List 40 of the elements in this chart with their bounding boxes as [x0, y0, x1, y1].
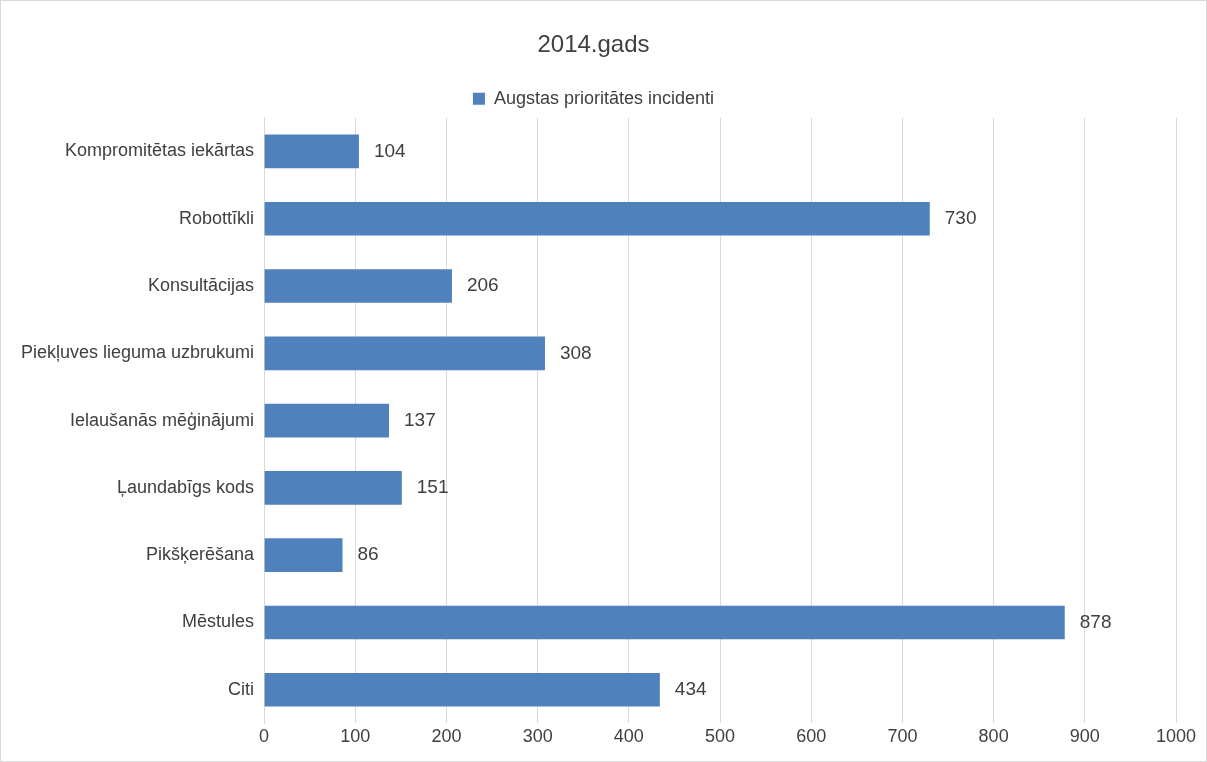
x-tick-label: 1000 [1155, 726, 1197, 747]
x-tick-label: 400 [613, 726, 644, 747]
data-label: 434 [674, 677, 707, 699]
bar [264, 538, 343, 572]
x-tick-label: 700 [887, 726, 918, 747]
bar [264, 672, 660, 707]
data-label: 86 [357, 543, 379, 565]
legend-label: Augstas prioritātes incidenti [493, 87, 715, 108]
x-tick-label: 900 [1069, 726, 1100, 747]
bar [264, 403, 390, 438]
x-tick-label: 100 [340, 726, 371, 747]
x-tick-label: 200 [431, 726, 462, 747]
y-tick-label: Citi [228, 678, 255, 699]
bar [264, 134, 359, 169]
bar [264, 605, 1065, 640]
data-label: 308 [559, 341, 592, 363]
data-label: 151 [416, 476, 449, 498]
x-tick-label: 500 [705, 726, 736, 747]
y-tick-label: Robottīkli [179, 207, 255, 228]
bar [264, 336, 545, 371]
bar [264, 471, 402, 505]
y-tick-label: Kompromitētas iekārtas [65, 140, 255, 161]
x-tick-label: 600 [796, 726, 827, 747]
y-tick-label: Piekļuves lieguma uzbrukumi [20, 342, 255, 363]
data-label: 104 [373, 139, 407, 161]
bar [264, 269, 452, 303]
data-label: 137 [404, 408, 436, 430]
data-label: 878 [1079, 610, 1112, 632]
y-tick-label: Ielaušanās mēģinājumi [69, 409, 255, 430]
x-tick-label: 800 [978, 726, 1009, 747]
data-label: 730 [944, 206, 977, 228]
y-tick-label: Ļaundabīgs kods [116, 476, 255, 497]
y-tick-label: Pikšķerēšana [146, 544, 256, 565]
x-tick-label: 300 [522, 726, 553, 747]
chart-title: 2014.gads [537, 30, 650, 58]
y-tick-label: Konsultācijas [148, 274, 255, 295]
x-tick-label: 0 [259, 726, 270, 747]
data-label: 206 [466, 274, 499, 296]
bar [264, 201, 930, 236]
y-tick-label: Mēstules [182, 611, 255, 632]
